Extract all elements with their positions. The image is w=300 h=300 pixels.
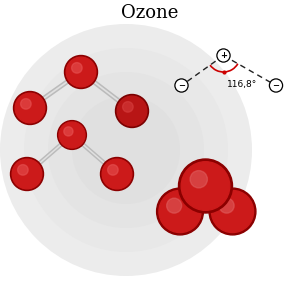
Text: Ozone: Ozone bbox=[121, 4, 179, 22]
Circle shape bbox=[167, 198, 182, 213]
Circle shape bbox=[212, 190, 254, 232]
Circle shape bbox=[117, 96, 147, 126]
Circle shape bbox=[219, 198, 234, 213]
Circle shape bbox=[14, 92, 46, 124]
Circle shape bbox=[15, 93, 45, 123]
Circle shape bbox=[12, 159, 42, 189]
Circle shape bbox=[48, 72, 204, 228]
Text: −: − bbox=[178, 81, 185, 90]
Circle shape bbox=[159, 190, 201, 232]
Circle shape bbox=[178, 159, 232, 213]
Circle shape bbox=[209, 188, 256, 235]
Circle shape bbox=[269, 79, 283, 92]
Circle shape bbox=[66, 57, 96, 87]
Text: 116,8°: 116,8° bbox=[226, 80, 257, 88]
Circle shape bbox=[24, 48, 228, 252]
Circle shape bbox=[11, 158, 43, 190]
Circle shape bbox=[59, 122, 85, 148]
Text: −: − bbox=[272, 81, 280, 90]
Circle shape bbox=[190, 171, 207, 188]
Circle shape bbox=[116, 94, 148, 128]
Circle shape bbox=[157, 188, 203, 235]
Circle shape bbox=[100, 158, 134, 190]
Circle shape bbox=[108, 165, 118, 175]
Circle shape bbox=[123, 102, 133, 112]
Circle shape bbox=[18, 165, 28, 175]
Circle shape bbox=[72, 63, 82, 73]
Circle shape bbox=[0, 24, 252, 276]
Circle shape bbox=[102, 159, 132, 189]
Circle shape bbox=[175, 79, 188, 92]
Text: +: + bbox=[220, 51, 227, 60]
Circle shape bbox=[64, 127, 73, 136]
Circle shape bbox=[72, 96, 180, 204]
Circle shape bbox=[181, 162, 230, 210]
Circle shape bbox=[58, 121, 86, 149]
Circle shape bbox=[64, 56, 98, 88]
Circle shape bbox=[21, 99, 31, 109]
Circle shape bbox=[217, 49, 230, 62]
